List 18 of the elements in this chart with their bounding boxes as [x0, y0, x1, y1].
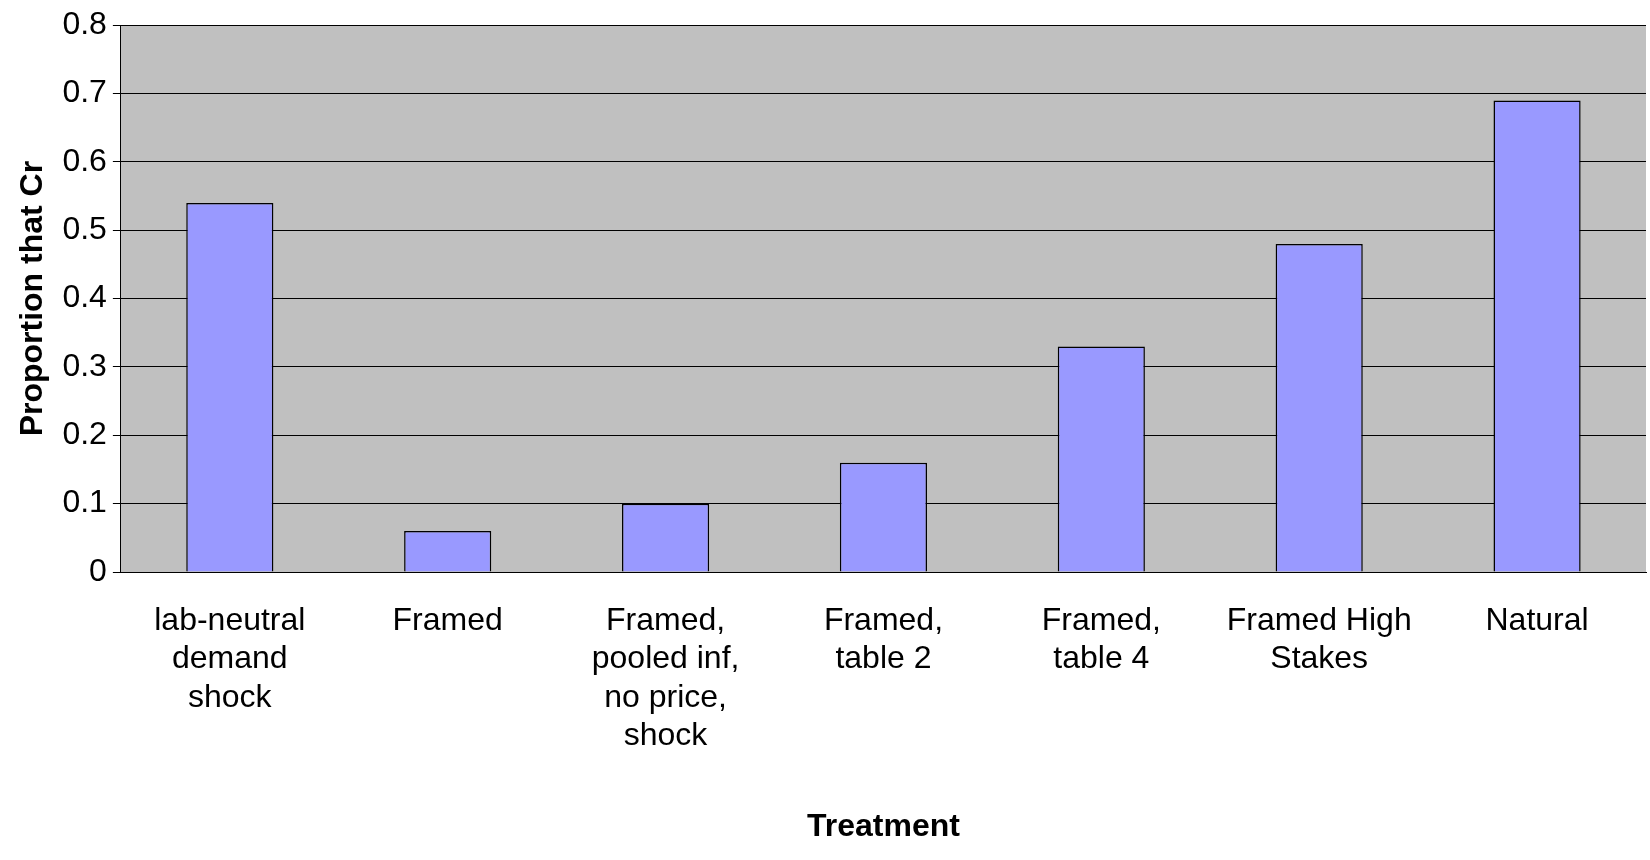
- x-tick-label: Framed: [392, 601, 503, 638]
- y-tick-label: 0.3: [62, 346, 107, 383]
- y-tick-label: 0.6: [62, 141, 107, 178]
- y-axis-title: Proportion that Cr: [13, 160, 50, 437]
- y-tick-label: 0.7: [62, 73, 107, 110]
- x-tick-label: lab-neutral demand shock: [154, 601, 306, 714]
- x-tick-label: Framed, pooled inf, no price, shock: [591, 601, 740, 753]
- y-tick-label: 0.4: [62, 278, 107, 315]
- x-tick-label: Framed High Stakes: [1226, 601, 1412, 676]
- y-tick-label: 0: [89, 551, 107, 588]
- y-tick-label: 0.5: [62, 210, 107, 247]
- y-tick-label: 0.1: [62, 483, 107, 520]
- x-axis-title: Treatment: [806, 806, 961, 843]
- y-tick-label: 0.8: [62, 5, 107, 42]
- y-tick-label: 0.2: [62, 415, 107, 452]
- x-tick-label: Framed, table 2: [823, 601, 944, 676]
- x-tick-label: Framed, table 4: [1041, 601, 1161, 676]
- x-tick-label: Natural: [1485, 601, 1589, 638]
